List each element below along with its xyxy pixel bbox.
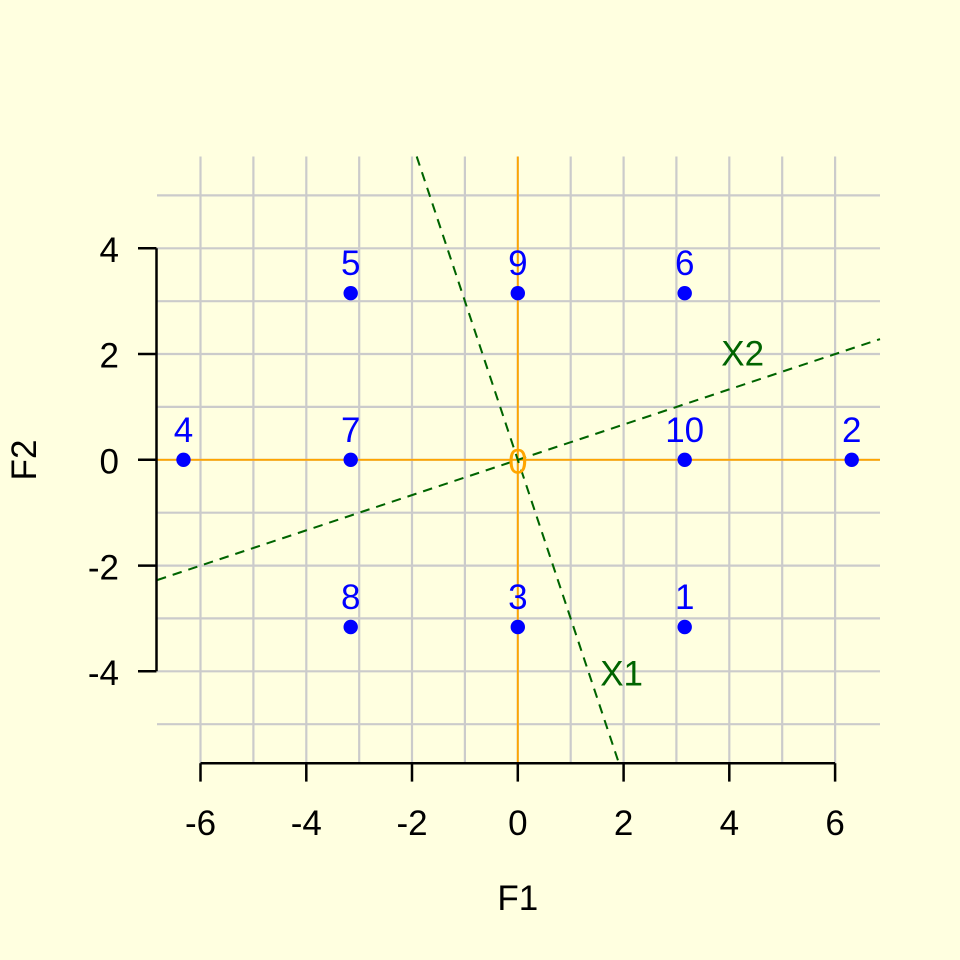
svg-text:8: 8 [341,578,360,617]
svg-text:F2: F2 [5,440,44,481]
svg-text:X1: X1 [600,654,643,693]
svg-text:2: 2 [842,411,861,450]
svg-text:4: 4 [720,804,739,843]
svg-text:-6: -6 [185,804,216,843]
svg-text:2: 2 [100,337,119,376]
svg-text:0: 0 [508,804,527,843]
svg-text:5: 5 [341,244,360,283]
svg-text:-4: -4 [88,654,119,693]
svg-text:2: 2 [614,804,633,843]
svg-text:4: 4 [100,231,119,270]
svg-text:10: 10 [665,411,704,450]
svg-text:4: 4 [174,411,193,450]
svg-text:1: 1 [675,578,694,617]
svg-text:-4: -4 [291,804,322,843]
svg-text:7: 7 [341,411,360,450]
svg-text:6: 6 [825,804,844,843]
svg-text:0: 0 [508,442,527,481]
svg-text:F1: F1 [497,879,538,918]
svg-text:6: 6 [675,244,694,283]
svg-text:9: 9 [508,244,527,283]
svg-text:-2: -2 [88,548,119,587]
svg-text:-2: -2 [396,804,427,843]
svg-text:X2: X2 [721,334,764,373]
svg-text:3: 3 [508,578,527,617]
svg-text:0: 0 [100,443,119,482]
